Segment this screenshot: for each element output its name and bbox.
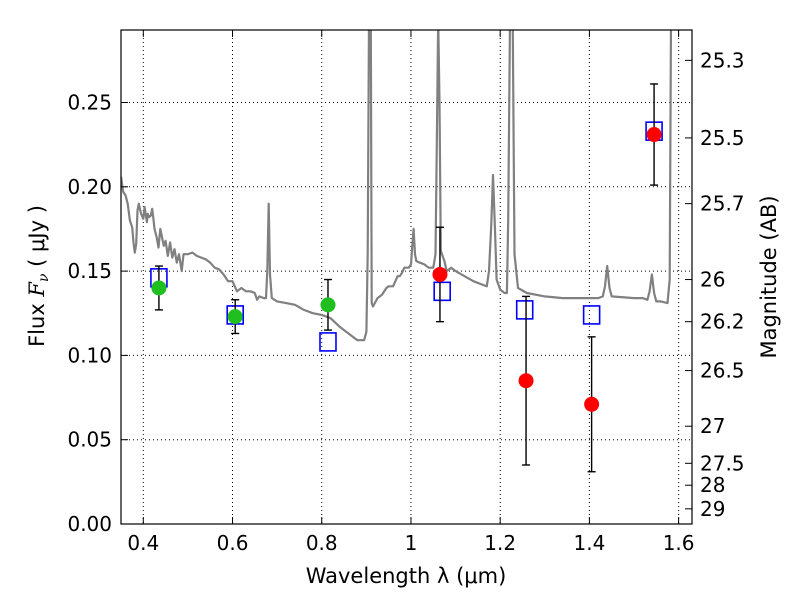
y-tick-label: 0.10 bbox=[67, 343, 112, 367]
right-axis-label: Magnitude (AB) bbox=[757, 195, 781, 358]
tick-labels: 0.4 0.6 0.8 1 1.2 1.4 1.6 0.00 0.05 0.10 0.15 0.20 0… bbox=[67, 48, 744, 555]
y-tick-label: 0.15 bbox=[67, 259, 112, 283]
right-tick-label: 26 bbox=[700, 268, 725, 292]
x-tick-label: 1.6 bbox=[663, 531, 695, 555]
y-tick-label: 0.20 bbox=[67, 175, 112, 199]
model-photometry-square bbox=[319, 332, 337, 352]
right-tick-label: 26.5 bbox=[700, 359, 745, 383]
measurement-point bbox=[584, 396, 600, 412]
axes bbox=[120, 29, 693, 525]
detection-point bbox=[320, 297, 336, 313]
x-tick-label: 1 bbox=[405, 531, 418, 555]
model-photometry-square bbox=[433, 281, 451, 302]
plot-frame bbox=[120, 29, 693, 525]
model-photometry-square bbox=[582, 305, 601, 325]
right-tick-label: 29 bbox=[700, 497, 725, 521]
x-tick-label: 1.4 bbox=[573, 531, 605, 555]
plot-area bbox=[121, 30, 673, 473]
right-tick-label: 25.5 bbox=[700, 126, 745, 150]
x-tick-label: 0.8 bbox=[306, 531, 338, 555]
measurement-point bbox=[432, 266, 448, 282]
right-tick-label: 26.2 bbox=[700, 310, 745, 334]
right-tick-label: 28 bbox=[700, 473, 725, 497]
y-tick-label: 0.25 bbox=[67, 90, 112, 114]
y-axis-label: Flux Fν ( μJy ) bbox=[25, 205, 52, 347]
y-axis-label-subscript: ν bbox=[36, 273, 52, 282]
model-photometry-square bbox=[515, 300, 534, 320]
right-tick-label: 25.7 bbox=[700, 192, 745, 216]
y-axis-label-prefix: Flux bbox=[25, 297, 49, 347]
y-axis-label-suffix: ( μJy ) bbox=[25, 205, 49, 273]
right-tick-label: 27.5 bbox=[700, 451, 745, 475]
detection-point bbox=[151, 280, 167, 296]
y-tick-label: 0.00 bbox=[67, 512, 112, 536]
measurement-point bbox=[646, 127, 662, 143]
right-tick-label: 25.3 bbox=[700, 48, 745, 72]
x-tick-label: 1.2 bbox=[484, 531, 516, 555]
y-axis-label-symbol: F bbox=[25, 281, 49, 298]
model-spectrum-line bbox=[121, 30, 673, 342]
x-axis-label: Wavelength λ (μm) bbox=[306, 564, 507, 588]
x-tick-label: 0.4 bbox=[127, 531, 159, 555]
y-tick-label: 0.05 bbox=[67, 428, 112, 452]
detection-point bbox=[227, 309, 243, 325]
x-tick-label: 0.6 bbox=[217, 531, 249, 555]
right-tick-label: 27 bbox=[700, 414, 725, 438]
measurement-point bbox=[518, 373, 534, 389]
